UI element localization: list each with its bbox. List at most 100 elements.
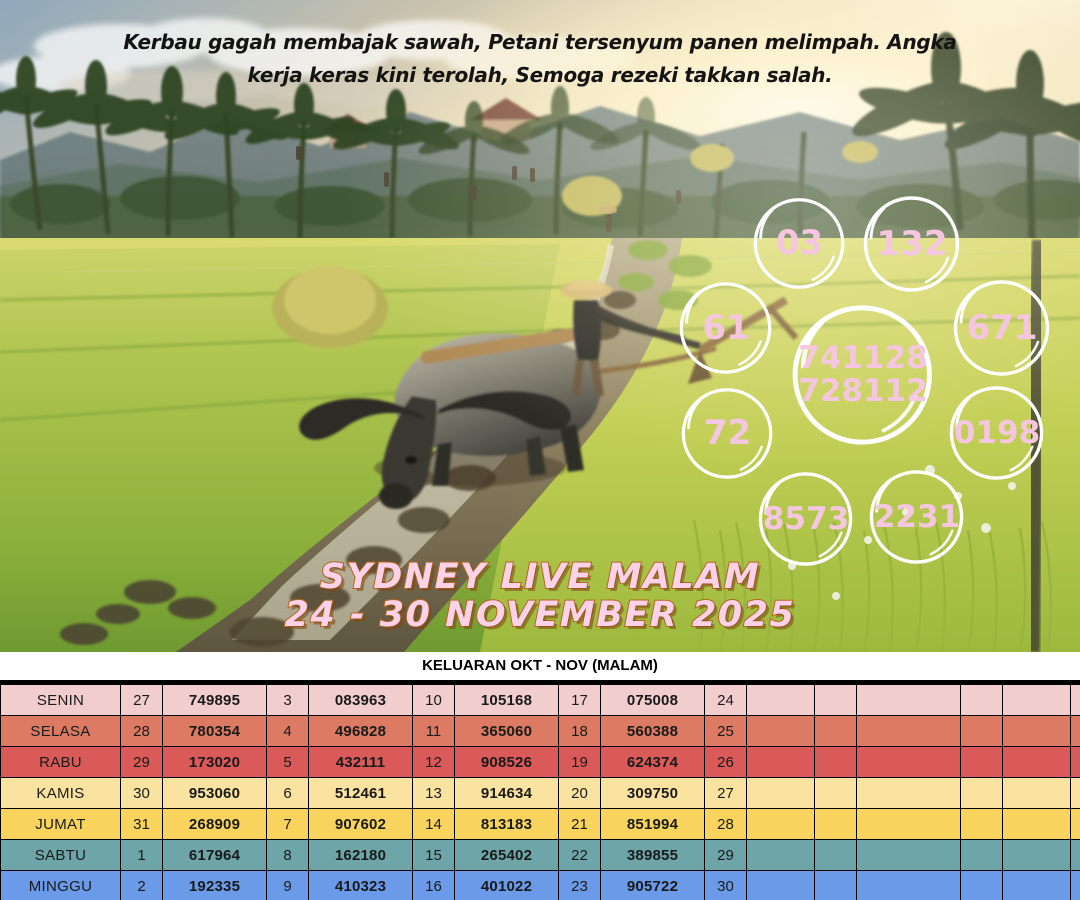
brand-line-1: SYDNEY LIVE MALAM <box>319 557 761 597</box>
date-index-cell: 11 <box>412 715 455 747</box>
table-row: RABU 29 173020 5 432111 12 908526 19 624374 26 <box>0 746 1080 778</box>
date-index-cell: 7 <box>266 808 309 840</box>
empty-cell <box>856 808 961 840</box>
date-index-cell: 31 <box>120 808 163 840</box>
date-index-cell: 28 <box>120 715 163 747</box>
result-number-cell: 309750 <box>600 777 705 809</box>
date-index-cell: 20 <box>558 777 601 809</box>
empty-cell <box>814 746 857 778</box>
empty-cell <box>1002 839 1071 871</box>
empty-cell <box>1002 715 1071 747</box>
date-index-cell: 13 <box>412 777 455 809</box>
result-number-cell: 365060 <box>454 715 559 747</box>
date-index-cell: 10 <box>412 683 455 716</box>
table-header-title: KELUARAN OKT - NOV (MALAM) <box>0 652 1080 683</box>
result-number-cell: 410323 <box>308 870 413 900</box>
number-circle: 741128 728112 <box>790 302 936 448</box>
result-number-cell: 173020 <box>162 746 267 778</box>
date-index-cell: 17 <box>558 683 601 716</box>
empty-cell <box>1070 746 1080 778</box>
empty-cell <box>814 870 857 900</box>
day-name-cell: KAMIS <box>0 777 121 809</box>
result-number-cell: 389855 <box>600 839 705 871</box>
date-index-cell: 25 <box>704 715 747 747</box>
number-circle-label: 132 <box>876 223 948 264</box>
empty-cell <box>960 839 1003 871</box>
date-index-cell: 1 <box>120 839 163 871</box>
date-index-cell: 21 <box>558 808 601 840</box>
number-circle-label: 8573 <box>762 500 850 537</box>
result-number-cell: 813183 <box>454 808 559 840</box>
empty-cell <box>1070 715 1080 747</box>
number-circle: 8573 <box>757 470 855 568</box>
empty-cell <box>960 715 1003 747</box>
date-index-cell: 8 <box>266 839 309 871</box>
result-number-cell: 560388 <box>600 715 705 747</box>
number-circle-label: 0198 <box>953 414 1041 451</box>
day-name-cell: MINGGU <box>0 870 121 900</box>
number-circle-label: 03 <box>775 223 824 264</box>
result-number-cell: 105168 <box>454 683 559 716</box>
date-index-cell: 6 <box>266 777 309 809</box>
day-name-cell: JUMAT <box>0 808 121 840</box>
result-number-cell: 083963 <box>308 683 413 716</box>
empty-cell <box>1002 683 1071 716</box>
empty-cell <box>1070 839 1080 871</box>
table-row: SENIN 27 749895 3 083963 10 105168 17 075008 24 <box>0 683 1080 716</box>
result-number-cell: 749895 <box>162 683 267 716</box>
result-number-cell: 905722 <box>600 870 705 900</box>
number-circles-group: 03 132 61 671 741128 728112 72 0198 8573 2231 <box>702 194 1052 568</box>
date-index-cell: 29 <box>120 746 163 778</box>
table-row: SABTU 1 617964 8 162180 15 265402 22 389855 29 <box>0 839 1080 871</box>
date-index-cell: 22 <box>558 839 601 871</box>
result-number-cell: 401022 <box>454 870 559 900</box>
empty-cell <box>1002 777 1071 809</box>
empty-cell <box>856 683 961 716</box>
date-index-cell: 18 <box>558 715 601 747</box>
number-circle: 671 <box>952 278 1052 378</box>
empty-cell <box>746 715 815 747</box>
empty-cell <box>814 683 857 716</box>
results-grid-body: SENIN 27 749895 3 083963 10 105168 17 075008 24 SE… <box>0 683 1080 900</box>
result-number-cell: 908526 <box>454 746 559 778</box>
result-number-cell: 075008 <box>600 683 705 716</box>
number-circle-label: 671 <box>966 307 1038 348</box>
table-row: SELASA 28 780354 4 496828 11 365060 18 560388 25 <box>0 715 1080 747</box>
result-number-cell: 907602 <box>308 808 413 840</box>
result-number-cell: 432111 <box>308 746 413 778</box>
day-name-cell: RABU <box>0 746 121 778</box>
brand-title: SYDNEY LIVE MALAM 24 - 30 NOVEMBER 2025 <box>0 557 1080 635</box>
results-grid: SENIN 27 749895 3 083963 10 105168 17 075008 24 SE… <box>0 683 1080 900</box>
result-number-cell: 953060 <box>162 777 267 809</box>
number-circle-label: 2231 <box>873 498 961 535</box>
brand-line-2: 24 - 30 NOVEMBER 2025 <box>284 595 796 635</box>
empty-cell <box>746 746 815 778</box>
empty-cell <box>814 839 857 871</box>
result-number-cell: 265402 <box>454 839 559 871</box>
date-index-cell: 16 <box>412 870 455 900</box>
day-name-cell: SELASA <box>0 715 121 747</box>
table-row: JUMAT 31 268909 7 907602 14 813183 21 851994 28 <box>0 808 1080 840</box>
result-number-cell: 624374 <box>600 746 705 778</box>
empty-cell <box>856 839 961 871</box>
number-circle: 2231 <box>868 468 966 566</box>
day-name-cell: SABTU <box>0 839 121 871</box>
table-row: KAMIS 30 953060 6 512461 13 914634 20 309750 27 <box>0 777 1080 809</box>
date-index-cell: 9 <box>266 870 309 900</box>
empty-cell <box>1002 746 1071 778</box>
date-index-cell: 2 <box>120 870 163 900</box>
date-index-cell: 15 <box>412 839 455 871</box>
empty-cell <box>1070 870 1080 900</box>
number-circle: 0198 <box>948 384 1046 482</box>
date-index-cell: 29 <box>704 839 747 871</box>
empty-cell <box>1002 870 1071 900</box>
empty-cell <box>960 870 1003 900</box>
result-number-cell: 914634 <box>454 777 559 809</box>
result-number-cell: 268909 <box>162 808 267 840</box>
date-index-cell: 23 <box>558 870 601 900</box>
number-circle: 132 <box>862 194 962 294</box>
empty-cell <box>746 839 815 871</box>
empty-cell <box>746 808 815 840</box>
empty-cell <box>814 715 857 747</box>
